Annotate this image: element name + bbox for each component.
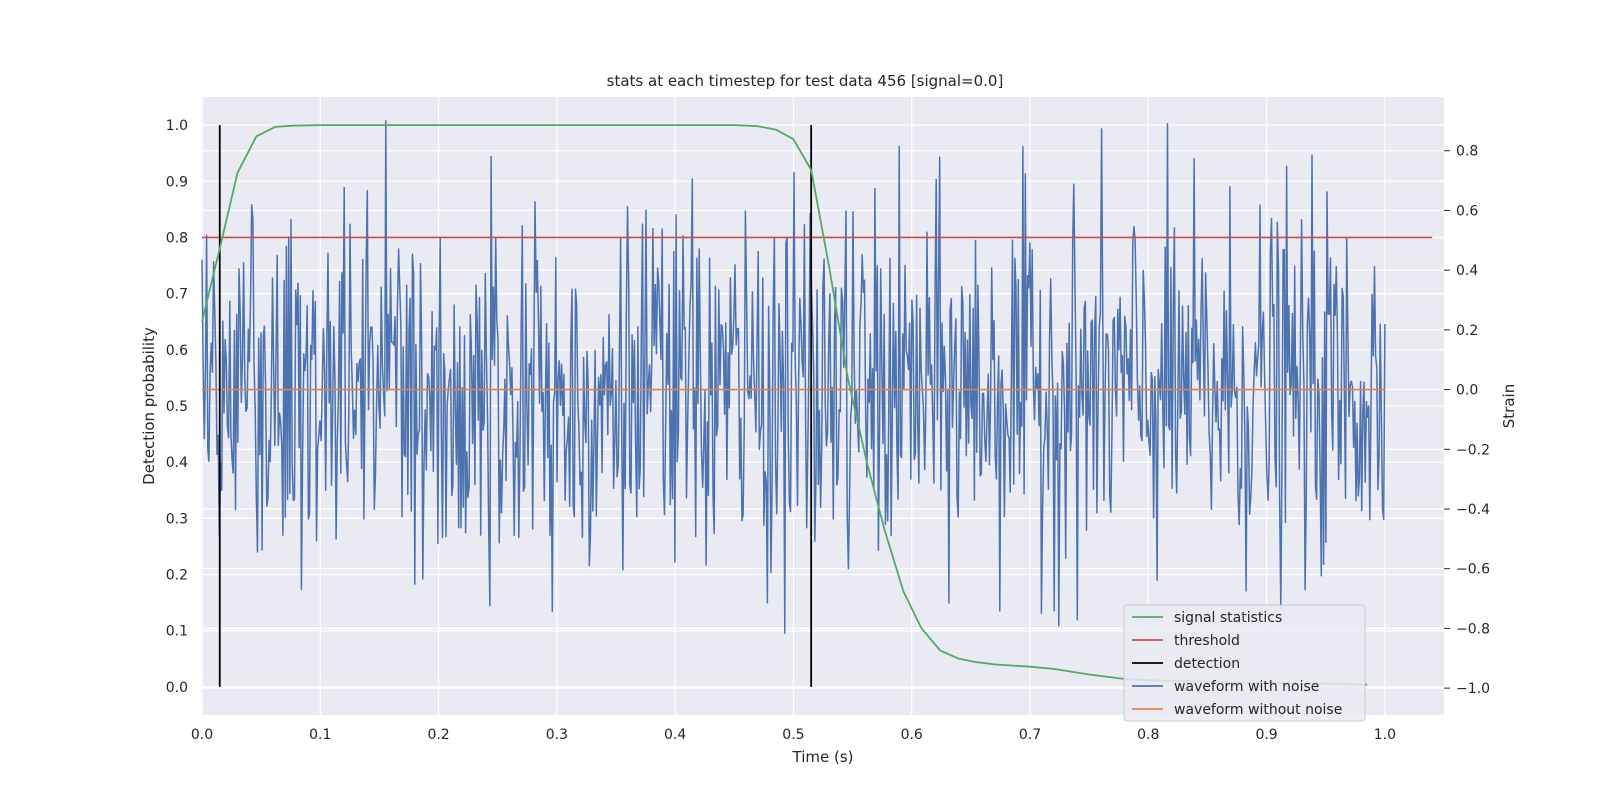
y-right-tick-label: −0.6 [1456,562,1490,578]
x-tick-label: 1.0 [1374,727,1396,743]
y-right-tick-label: 0.6 [1456,203,1478,219]
x-tick-label: 0.2 [427,727,449,743]
y-right-tick-label: −0.8 [1456,621,1490,637]
y-axis-left-label: Detection probability [140,327,158,485]
x-tick-label: 0.3 [546,727,568,743]
y-right-tick-label: −0.4 [1456,502,1490,518]
series-waveform-with-noise [201,120,1386,635]
legend-label-detection: detection [1174,656,1240,672]
y-left-tick-label: 0.4 [166,455,188,471]
y-right-tick-label: 0.0 [1456,383,1478,399]
x-tick-label: 0.6 [901,727,923,743]
y-axis-right-tick-labels: −1.0 −0.8 −0.6 −0.4 −0.2 0.0 0.2 0.4 0.6 0.8 [1444,144,1490,697]
x-tick-label: 0.5 [782,727,804,743]
legend-label-waveform-with-noise: waveform with noise [1174,679,1319,695]
y-right-tick-label: 0.2 [1456,323,1478,339]
y-axis-right-label: Strain [1500,384,1518,428]
legend-label-waveform-without-noise: waveform without noise [1174,702,1342,718]
legend: signal statistics threshold detection wa… [1123,604,1366,722]
x-tick-label: 0.7 [1019,727,1041,743]
y-right-tick-label: −0.2 [1456,442,1490,458]
y-right-tick-label: 0.4 [1456,263,1478,279]
y-left-tick-label: 0.9 [166,174,188,190]
x-tick-label: 0.0 [191,727,213,743]
legend-box [1123,604,1366,722]
x-axis-tick-labels: 0.0 0.1 0.2 0.3 0.4 0.5 0.6 0.7 0.8 0.9 1.0 [191,727,1396,743]
y-left-tick-label: 0.3 [166,511,188,527]
series-layer [201,120,1433,687]
x-tick-label: 0.8 [1137,727,1159,743]
y-right-tick-label: −1.0 [1456,681,1490,697]
y-left-tick-label: 1.0 [166,118,188,134]
y-left-tick-label: 0.6 [166,343,188,359]
y-left-tick-label: 0.8 [166,230,188,246]
legend-label-signal-statistics: signal statistics [1174,610,1282,626]
legend-label-threshold: threshold [1174,633,1240,649]
x-axis-label: Time (s) [792,748,854,766]
y-left-tick-label: 0.2 [166,568,188,584]
series-signal-statistics [201,124,1368,686]
y-left-tick-label: 0.1 [166,624,188,640]
y-left-tick-label: 0.7 [166,287,188,303]
chart-title: stats at each timestep for test data 456… [607,72,1004,90]
y-left-tick-label: 0.0 [166,680,188,696]
x-tick-label: 0.4 [664,727,686,743]
y-right-tick-label: 0.8 [1456,144,1478,160]
x-tick-label: 0.1 [309,727,331,743]
y-axis-left-tick-labels: 0.0 0.1 0.2 0.3 0.4 0.5 0.6 0.7 0.8 0.9 1.0 [166,118,188,696]
y-left-tick-label: 0.5 [166,399,188,415]
x-tick-label: 0.9 [1255,727,1277,743]
